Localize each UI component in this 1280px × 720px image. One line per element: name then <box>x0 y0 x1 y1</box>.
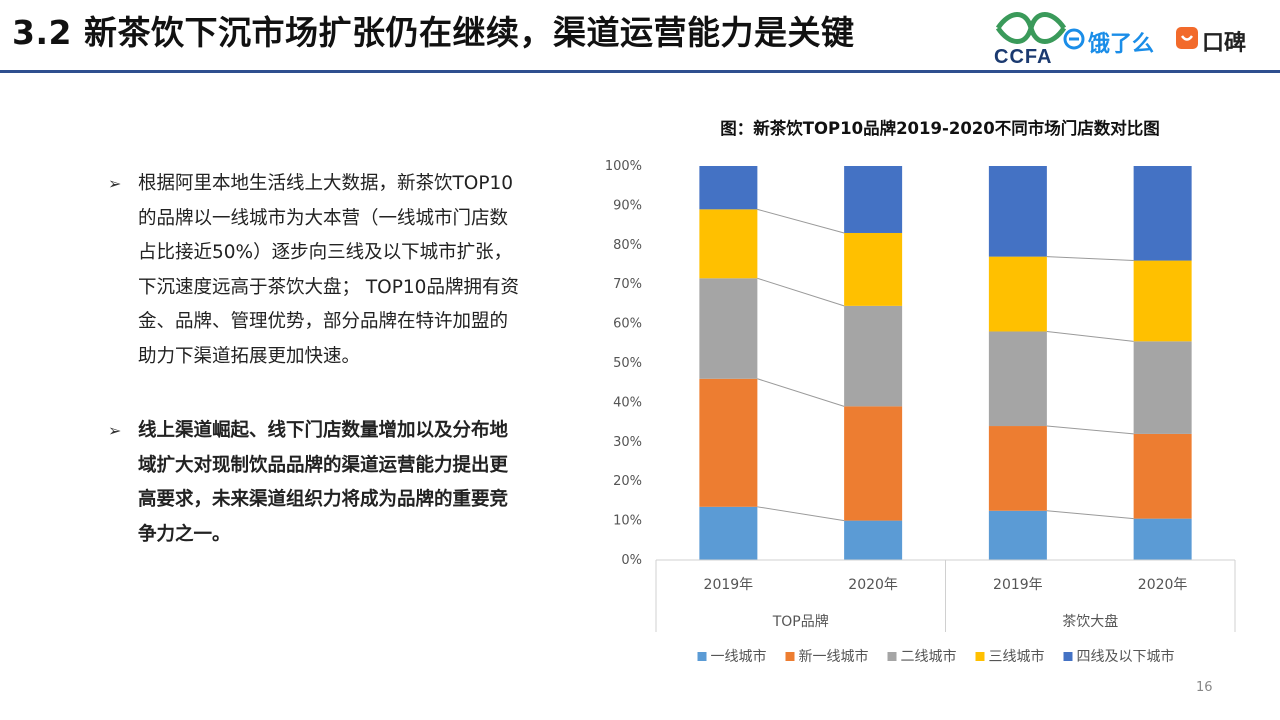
bullet-line: 占比接近50%）逐步向三线及以下城市扩张， <box>138 242 513 263</box>
x-group-label: 茶饮大盘 <box>1062 613 1118 630</box>
ccfa-logo-text: CCFA <box>994 46 1053 68</box>
bar-segment <box>699 166 758 210</box>
series-connector-line <box>1046 256 1134 262</box>
x-category-label: 2020年 <box>848 577 898 593</box>
series-connector-line <box>1046 510 1134 520</box>
bullet-line: 下沉速度远高于茶饮大盘； TOP10品牌拥有资 <box>138 276 519 298</box>
bullet-line: 争力之一。 <box>138 523 231 545</box>
x-category-label: 2020年 <box>1138 577 1188 593</box>
legend-label: 二线城市 <box>901 648 957 665</box>
series-connector-line <box>757 208 845 234</box>
stacked-bar-chart: 0% 10% 20% 30% 40% 50% 60% 70% 80% 90% 100% 2019年 20… <box>605 159 1236 665</box>
bar-segment <box>988 331 1047 427</box>
bar-segment <box>844 406 903 521</box>
slide-title: 3.2 新茶饮下沉市场扩张仍在继续，渠道运营能力是关键 <box>12 13 855 52</box>
chart-title: 图：新茶饮TOP10品牌2019-2020不同市场门店数对比图 <box>720 119 1160 138</box>
bar-segment <box>1133 433 1192 519</box>
x-category-label: 2019年 <box>704 577 754 593</box>
bullet-item-store-expansion: ➢ 根据阿里本地生活线上大数据，新茶饮TOP10 的品牌以一线城市为大本营（一线… <box>108 167 578 374</box>
y-tick-label: 30% <box>613 435 642 450</box>
bullet-list: ➢ 根据阿里本地生活线上大数据，新茶饮TOP10 的品牌以一线城市为大本营（一线… <box>108 167 578 552</box>
x-category-label: 2019年 <box>993 577 1043 593</box>
bar-segment <box>1133 518 1192 560</box>
bullet-line: 根据阿里本地生活线上大数据，新茶饮TOP10 <box>138 173 514 194</box>
bar-segment <box>988 510 1047 560</box>
legend-label: 四线及以下城市 <box>1077 648 1175 665</box>
bar-segment <box>844 305 903 407</box>
bar-segment <box>699 278 758 379</box>
bullet-line: 高要求，未来渠道组织力将成为品牌的重要竞 <box>138 489 509 510</box>
y-tick-label: 90% <box>613 198 642 213</box>
series-connector-line <box>1046 330 1134 342</box>
bullet-line: 助力下渠道拓展更加快速。 <box>138 345 361 367</box>
y-tick-label: 50% <box>613 356 642 371</box>
title-divider <box>0 70 1280 73</box>
y-tick-label: 20% <box>613 474 642 489</box>
logo-bar: CCFA 饿了么 口碑 <box>990 8 1270 68</box>
bullet-line: 金、品牌、管理优势，部分品牌在特许加盟的 <box>138 311 509 332</box>
eleme-icon <box>1063 28 1085 50</box>
legend-swatch <box>785 652 795 661</box>
series-connector-line <box>757 506 845 522</box>
bullet-item-channel-capability: ➢ 线上渠道崛起、线下门店数量增加以及分布地 域扩大对现制饮品品牌的渠道运营能力… <box>108 414 578 552</box>
bar-segment <box>699 209 758 279</box>
y-tick-label: 10% <box>613 514 642 529</box>
legend-label: 一线城市 <box>711 648 767 665</box>
legend-swatch <box>975 652 985 661</box>
bar-segment <box>844 520 903 560</box>
ccfa-logo-icon <box>995 12 1067 44</box>
arrow-bullet-icon: ➢ <box>108 174 122 193</box>
bar-segment <box>988 426 1047 511</box>
series-connector-line <box>757 277 845 307</box>
bar-segment <box>699 378 758 507</box>
y-tick-label: 60% <box>613 317 642 332</box>
legend-label: 三线城市 <box>989 648 1045 665</box>
legend-swatch <box>1063 652 1073 661</box>
y-tick-label: 40% <box>613 395 642 410</box>
arrow-bullet-icon: ➢ <box>108 421 122 440</box>
x-group-label: TOP品牌 <box>772 613 829 630</box>
bar-segment <box>1133 341 1192 434</box>
y-tick-label: 80% <box>613 238 642 253</box>
y-tick-label: 100% <box>605 159 642 174</box>
koubei-logo-text: 口碑 <box>1202 31 1247 56</box>
page-number: 16 <box>1196 680 1213 695</box>
bullet-line: 线上渠道崛起、线下门店数量增加以及分布地 <box>138 420 509 441</box>
bar-segment <box>699 506 758 560</box>
legend-swatch <box>887 652 897 661</box>
bullet-line: 域扩大对现制饮品品牌的渠道运营能力提出更 <box>138 454 509 476</box>
legend-swatch <box>697 652 707 661</box>
legend-label: 新一线城市 <box>799 648 869 665</box>
y-tick-label: 70% <box>613 277 642 292</box>
bar-segment <box>844 232 903 306</box>
y-tick-label: 0% <box>621 553 642 568</box>
bar-segment <box>988 166 1047 257</box>
bullet-line: 的品牌以一线城市为大本营（一线城市门店数 <box>138 207 509 229</box>
bar-segment <box>988 256 1047 332</box>
eleme-logo-text: 饿了么 <box>1088 32 1155 57</box>
koubei-logo-icon <box>1176 27 1198 49</box>
bar-segment <box>1133 260 1192 342</box>
series-connector-line <box>757 378 845 407</box>
bar-segment <box>844 166 903 233</box>
bar-segment <box>1133 166 1192 261</box>
series-connector-line <box>1046 425 1134 435</box>
